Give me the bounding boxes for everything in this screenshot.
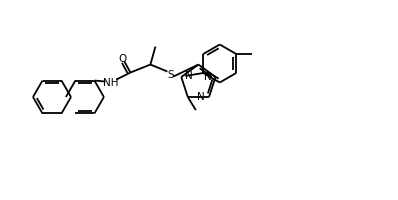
Text: NH: NH [103,78,118,88]
Text: N: N [197,92,205,102]
Text: S: S [167,70,174,80]
Text: O: O [118,54,127,64]
Text: N: N [204,72,211,82]
Text: N: N [185,71,193,81]
